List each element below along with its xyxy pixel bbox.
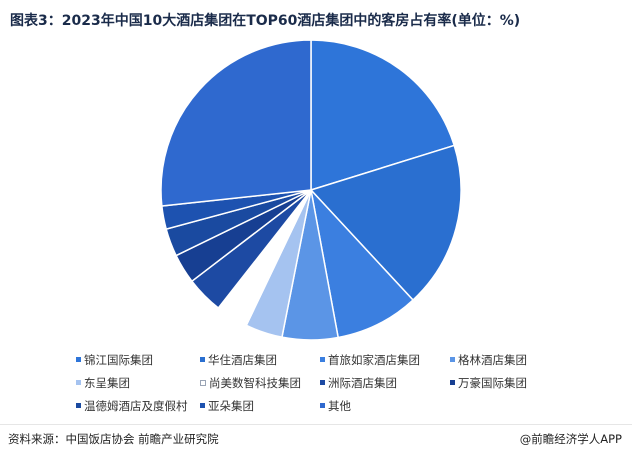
legend-item: 首旅如家酒店集团 [320, 352, 420, 370]
source-note: 资料来源：中国饭店协会 前瞻产业研究院 [8, 432, 219, 446]
legend-item: 华住酒店集团 [200, 352, 277, 370]
legend-swatch [76, 380, 81, 385]
chart-title: 图表3：2023年中国10大酒店集团在TOP60酒店集团中的客房占有率(单位：%… [10, 13, 521, 29]
legend-swatch [320, 403, 325, 408]
legend-item: 亚朵集团 [200, 398, 254, 416]
legend-label: 亚朵集团 [208, 399, 254, 413]
legend-label: 其他 [328, 399, 351, 413]
legend-label: 华住酒店集团 [208, 353, 277, 367]
legend-item: 锦江国际集团 [76, 352, 153, 370]
legend-swatch [76, 357, 81, 362]
pie-slices [160, 39, 462, 341]
legend-label: 温德姆酒店及度假村 [84, 399, 188, 413]
legend-item: 东呈集团 [76, 375, 130, 393]
legend-swatch [320, 380, 325, 385]
legend-swatch [200, 379, 206, 386]
legend-swatch [76, 403, 81, 408]
legend-item: 万豪国际集团 [450, 375, 527, 393]
pie-slice-11 [160, 39, 312, 207]
legend-item: 温德姆酒店及度假村 [76, 398, 188, 416]
legend-item: 格林酒店集团 [450, 352, 527, 370]
legend-label: 东呈集团 [84, 376, 130, 390]
pie-chart [160, 39, 462, 341]
legend-swatch [320, 357, 325, 362]
legend-label: 洲际酒店集团 [328, 376, 397, 390]
legend-label: 尚美数智科技集团 [209, 376, 301, 390]
legend-swatch [200, 357, 205, 362]
pie-slice-2 [309, 144, 462, 302]
legend-item: 尚美数智科技集团 [200, 375, 301, 393]
brand-credit: @前瞻经济学人APP [519, 432, 622, 446]
legend-label: 万豪国际集团 [458, 376, 527, 390]
footer-divider [0, 424, 632, 425]
pie-slice-1 [310, 39, 456, 192]
legend-swatch [450, 357, 455, 362]
legend-label: 首旅如家酒店集团 [328, 353, 420, 367]
legend-label: 锦江国际集团 [84, 353, 153, 367]
legend-swatch [450, 380, 455, 385]
legend-item: 洲际酒店集团 [320, 375, 397, 393]
pie-slice-3 [309, 187, 415, 339]
legend-item: 其他 [320, 398, 351, 416]
legend-label: 格林酒店集团 [458, 353, 527, 367]
legend-swatch [200, 403, 205, 408]
